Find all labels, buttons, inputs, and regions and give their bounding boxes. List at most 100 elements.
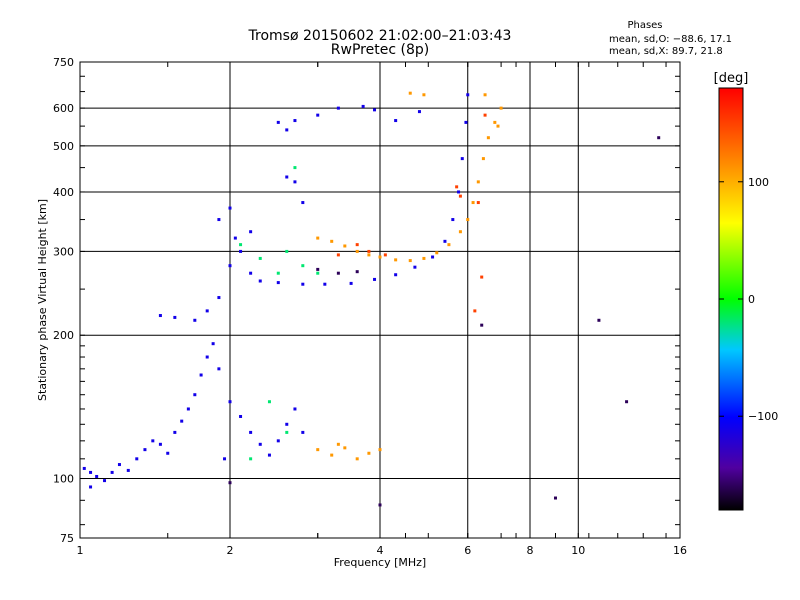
x-tick-label: 16	[673, 544, 687, 557]
y-tick-label: 750	[53, 56, 74, 69]
data-point	[158, 314, 162, 318]
data-point	[228, 400, 232, 404]
x-tick-label: 6	[464, 544, 471, 557]
data-point	[443, 239, 447, 243]
colorbar-tick-label: −100	[748, 410, 778, 423]
data-point	[378, 503, 382, 507]
data-point	[151, 439, 155, 443]
data-point	[267, 453, 271, 457]
info-heading: Phases	[627, 20, 662, 31]
data-point	[110, 470, 114, 474]
grid	[80, 62, 680, 538]
data-point	[496, 124, 500, 128]
data-point	[336, 106, 340, 110]
data-point	[223, 457, 227, 461]
x-tick-label: 1	[77, 544, 84, 557]
data-point	[193, 318, 197, 322]
info-line-x: mean, sd,X: 89.7, 21.8	[609, 46, 723, 57]
data-point	[422, 256, 426, 260]
data-point	[217, 218, 221, 222]
data-point	[186, 407, 190, 411]
data-point	[466, 218, 470, 222]
data-point	[293, 180, 297, 184]
data-point	[483, 93, 487, 97]
data-point	[457, 190, 461, 194]
x-tick-label: 8	[527, 544, 534, 557]
data-point	[126, 468, 130, 472]
data-point	[383, 253, 387, 257]
data-point	[285, 249, 289, 253]
data-point	[336, 253, 340, 257]
data-point	[330, 453, 334, 457]
data-point	[473, 309, 477, 313]
data-point	[316, 271, 320, 275]
data-point	[276, 439, 280, 443]
data-point	[417, 110, 421, 114]
x-axis-label: Frequency [MHz]	[334, 556, 426, 569]
data-point	[316, 267, 320, 271]
data-point	[408, 91, 412, 95]
data-point	[173, 430, 177, 434]
data-point	[447, 243, 451, 247]
data-point	[239, 243, 243, 247]
data-point	[316, 236, 320, 240]
data-point	[205, 355, 209, 359]
data-point	[355, 457, 359, 461]
data-point	[301, 282, 305, 286]
y-tick-label: 600	[53, 102, 74, 115]
colorbar-tick-label: 100	[748, 176, 769, 189]
data-point	[103, 479, 107, 483]
data-point	[249, 230, 253, 234]
data-point	[228, 206, 232, 210]
colorbar: [deg] 100 0 −100	[714, 71, 778, 511]
data-point	[143, 448, 147, 452]
data-point	[394, 273, 398, 277]
data-point	[293, 407, 297, 411]
data-point	[336, 271, 340, 275]
data-point	[476, 201, 480, 205]
data-point	[460, 157, 464, 161]
data-point	[355, 270, 359, 274]
data-point	[285, 175, 289, 179]
data-point	[285, 128, 289, 132]
data-point	[217, 367, 221, 371]
data-point	[476, 180, 480, 184]
data-point	[413, 265, 417, 269]
data-point	[239, 249, 243, 253]
data-point	[285, 422, 289, 426]
data-point	[343, 446, 347, 450]
data-point	[499, 106, 503, 110]
chart-title: Tromsø 20150602 21:02:00–21:03:43	[248, 28, 512, 44]
data-point	[431, 255, 435, 259]
data-point	[349, 281, 353, 285]
data-point	[258, 442, 262, 446]
data-points	[82, 91, 661, 507]
data-point	[458, 194, 462, 198]
data-point	[367, 253, 371, 257]
data-point	[597, 318, 601, 322]
y-tick-label: 300	[53, 245, 74, 258]
data-point	[211, 342, 215, 346]
colorbar-ticks: 100 0 −100	[719, 176, 778, 423]
data-point	[249, 271, 253, 275]
data-point	[276, 271, 280, 275]
data-point	[267, 400, 271, 404]
data-point	[458, 230, 462, 234]
data-point	[367, 451, 371, 455]
data-point	[233, 236, 237, 240]
data-point	[258, 279, 262, 283]
data-point	[301, 201, 305, 205]
data-point	[466, 93, 470, 97]
data-point	[394, 119, 398, 123]
data-point	[89, 485, 93, 489]
data-point	[493, 120, 497, 124]
colorbar-label: [deg]	[714, 71, 749, 86]
data-point	[173, 315, 177, 319]
y-tick-label: 75	[60, 532, 74, 545]
data-point	[336, 442, 340, 446]
x-tick-label: 2	[227, 544, 234, 557]
data-point	[293, 119, 297, 123]
data-point	[301, 430, 305, 434]
data-point	[323, 282, 327, 286]
